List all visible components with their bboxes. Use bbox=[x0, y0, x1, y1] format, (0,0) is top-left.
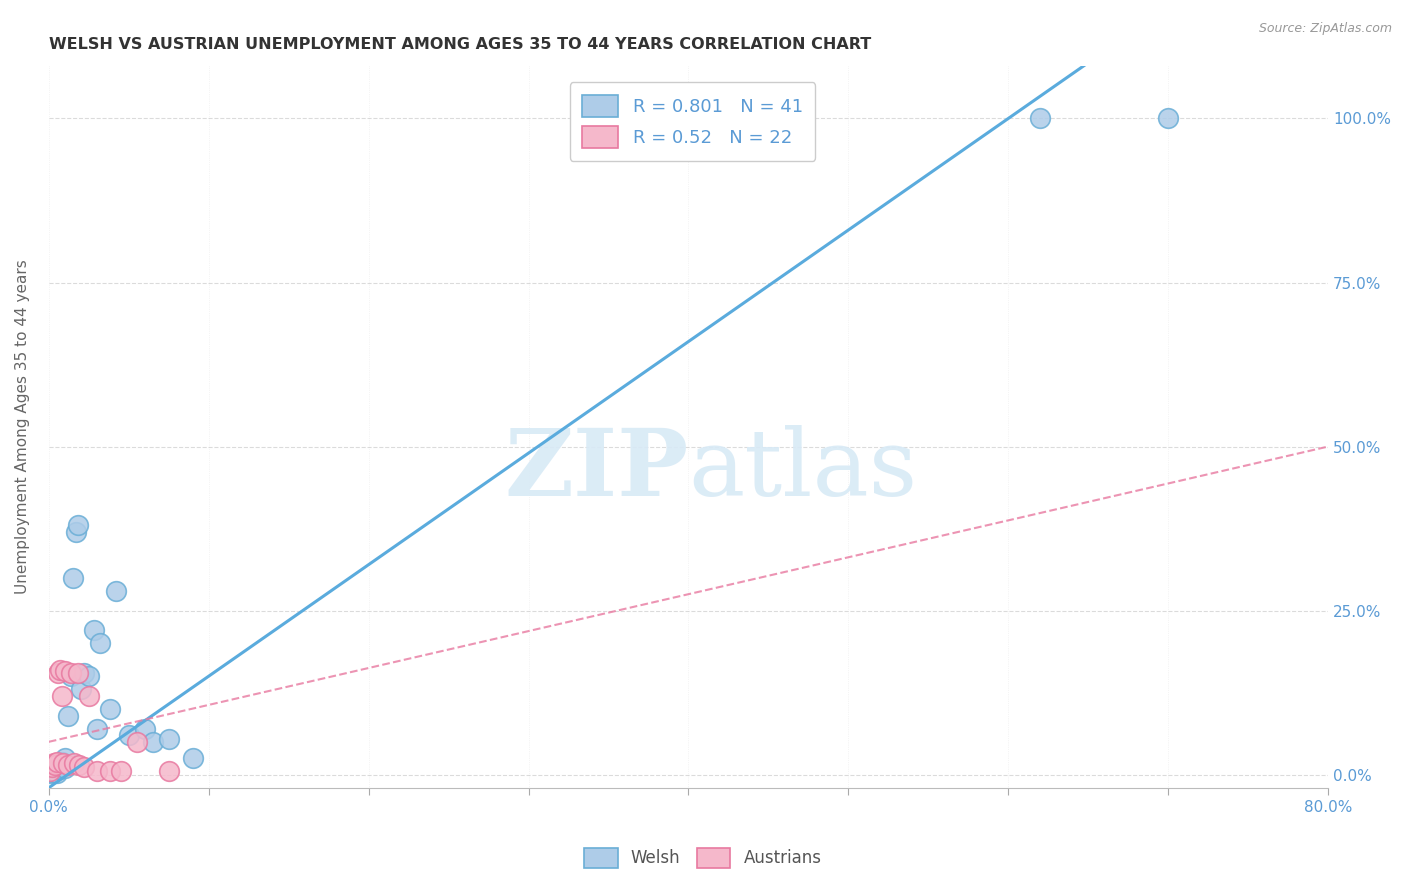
Text: WELSH VS AUSTRIAN UNEMPLOYMENT AMONG AGES 35 TO 44 YEARS CORRELATION CHART: WELSH VS AUSTRIAN UNEMPLOYMENT AMONG AGE… bbox=[49, 37, 870, 53]
Point bbox=[49, 756, 72, 770]
Point bbox=[53, 664, 76, 678]
Point bbox=[45, 763, 67, 777]
Point bbox=[41, 763, 63, 777]
Point bbox=[86, 764, 108, 779]
Point bbox=[41, 764, 63, 779]
Point bbox=[104, 583, 127, 598]
Point bbox=[1029, 112, 1052, 126]
Point bbox=[49, 663, 72, 677]
Point bbox=[181, 751, 204, 765]
Point bbox=[52, 756, 75, 770]
Point bbox=[49, 763, 72, 777]
Text: ZIP: ZIP bbox=[505, 425, 689, 516]
Point bbox=[56, 757, 79, 772]
Point bbox=[73, 665, 96, 680]
Point bbox=[51, 755, 73, 769]
Text: atlas: atlas bbox=[689, 425, 918, 516]
Point bbox=[73, 760, 96, 774]
Point bbox=[89, 636, 111, 650]
Point bbox=[46, 761, 69, 775]
Point bbox=[86, 722, 108, 736]
Point bbox=[60, 669, 83, 683]
Point bbox=[44, 760, 66, 774]
Point bbox=[53, 751, 76, 765]
Point bbox=[157, 764, 180, 779]
Legend: Welsh, Austrians: Welsh, Austrians bbox=[578, 841, 828, 875]
Y-axis label: Unemployment Among Ages 35 to 44 years: Unemployment Among Ages 35 to 44 years bbox=[15, 260, 30, 594]
Point bbox=[42, 756, 65, 770]
Point bbox=[77, 689, 100, 703]
Point bbox=[46, 665, 69, 680]
Point bbox=[51, 760, 73, 774]
Point bbox=[42, 764, 65, 778]
Point bbox=[69, 682, 91, 697]
Point bbox=[44, 757, 66, 772]
Point bbox=[110, 764, 132, 779]
Point bbox=[45, 758, 67, 772]
Legend: R = 0.801   N = 41, R = 0.52   N = 22: R = 0.801 N = 41, R = 0.52 N = 22 bbox=[569, 82, 815, 161]
Point bbox=[98, 702, 121, 716]
Point bbox=[66, 665, 89, 680]
Point bbox=[53, 761, 76, 775]
Point bbox=[63, 756, 86, 770]
Point bbox=[60, 665, 83, 680]
Point bbox=[157, 731, 180, 746]
Point bbox=[44, 764, 66, 779]
Point bbox=[39, 766, 62, 780]
Point bbox=[1157, 112, 1180, 126]
Point bbox=[134, 722, 156, 736]
Point bbox=[125, 735, 148, 749]
Point bbox=[46, 757, 69, 772]
Point bbox=[42, 761, 65, 775]
Point bbox=[56, 708, 79, 723]
Point bbox=[39, 764, 62, 779]
Text: Source: ZipAtlas.com: Source: ZipAtlas.com bbox=[1258, 22, 1392, 36]
Point bbox=[51, 689, 73, 703]
Point bbox=[645, 125, 668, 139]
Point bbox=[98, 764, 121, 779]
Point bbox=[67, 757, 90, 772]
Point bbox=[52, 757, 75, 772]
Point bbox=[83, 624, 105, 638]
Point bbox=[77, 669, 100, 683]
Point bbox=[142, 735, 165, 749]
Point bbox=[45, 755, 67, 769]
Point bbox=[65, 524, 87, 539]
Point bbox=[66, 518, 89, 533]
Point bbox=[41, 760, 63, 774]
Point bbox=[39, 764, 62, 779]
Point bbox=[45, 765, 67, 780]
Point bbox=[62, 571, 84, 585]
Point bbox=[118, 728, 141, 742]
